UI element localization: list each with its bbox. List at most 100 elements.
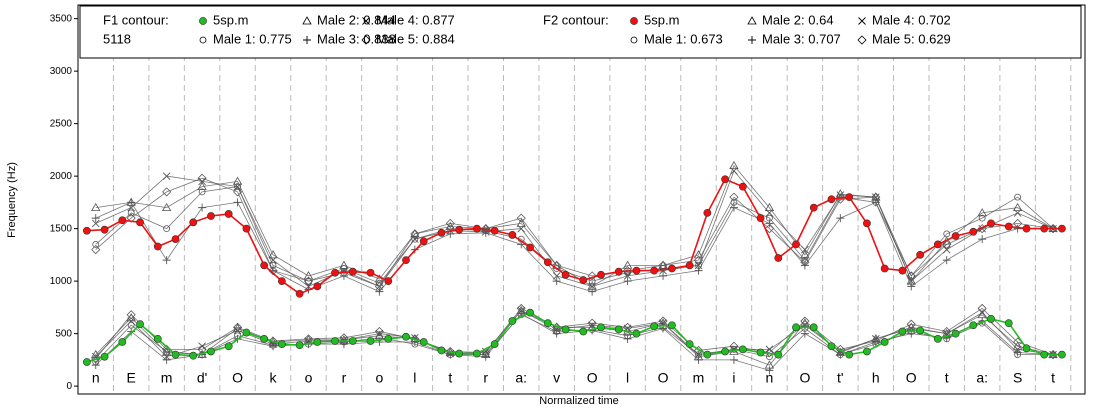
segment-label: O	[232, 370, 243, 386]
marker	[91, 202, 101, 212]
series-line	[95, 313, 1054, 371]
marker	[579, 327, 588, 336]
series-line	[95, 177, 1054, 287]
marker	[800, 257, 810, 267]
marker	[880, 338, 889, 346]
marker	[162, 172, 171, 180]
marker	[516, 303, 526, 313]
marker	[199, 17, 207, 25]
marker	[481, 347, 491, 358]
marker	[455, 349, 464, 358]
marker	[411, 235, 419, 243]
segment-label: v	[553, 370, 560, 386]
marker	[1013, 345, 1022, 354]
segment-label: k	[270, 370, 278, 386]
marker	[659, 266, 667, 275]
marker	[597, 323, 605, 332]
marker	[978, 235, 987, 244]
marker	[260, 261, 269, 270]
marker	[685, 340, 694, 349]
marker	[1004, 222, 1013, 231]
marker	[232, 187, 243, 197]
marker	[1022, 224, 1031, 233]
marker	[703, 350, 712, 359]
marker	[162, 187, 172, 197]
marker	[1013, 209, 1022, 217]
marker	[845, 350, 854, 359]
marker	[668, 264, 676, 273]
legend-label: Male 1: 0.775	[213, 31, 292, 46]
marker	[836, 214, 845, 223]
segment-label: t	[945, 370, 949, 386]
marker	[827, 342, 836, 351]
marker	[942, 239, 952, 249]
marker	[295, 341, 304, 350]
marker	[764, 202, 775, 212]
marker	[374, 326, 384, 337]
segment-label: a:	[976, 370, 988, 386]
marker	[630, 36, 638, 44]
marker	[630, 17, 638, 25]
legend-label: Male 4: 0.702	[872, 12, 951, 27]
marker	[774, 254, 783, 262]
segment-label: r	[342, 370, 347, 386]
marker	[1058, 224, 1066, 233]
marker	[1004, 319, 1013, 328]
marker	[197, 173, 207, 183]
marker	[517, 306, 526, 315]
marker	[729, 192, 739, 202]
y-tick-label: 2500	[50, 118, 73, 129]
marker	[703, 208, 712, 217]
segment-label: o	[305, 370, 313, 386]
marker	[445, 218, 455, 228]
marker	[906, 271, 916, 281]
segment-label: m	[161, 370, 173, 386]
series-line	[95, 307, 1054, 360]
marker	[587, 271, 597, 281]
marker	[277, 277, 286, 286]
marker	[693, 255, 704, 265]
marker	[472, 349, 481, 358]
marker	[693, 250, 704, 259]
marker	[277, 340, 286, 349]
marker	[260, 334, 269, 343]
marker	[92, 240, 100, 248]
marker	[189, 218, 198, 227]
marker	[82, 226, 91, 235]
marker	[348, 267, 357, 276]
y-tick-label: 2000	[50, 171, 73, 182]
legend-label: 5sp.m	[213, 12, 248, 27]
marker	[136, 218, 144, 227]
marker	[632, 329, 641, 338]
legend-title: F2 contour:	[543, 12, 609, 27]
marker	[242, 224, 251, 233]
series-line	[95, 309, 1054, 358]
marker	[82, 358, 91, 366]
marker	[163, 225, 171, 233]
marker	[969, 321, 978, 330]
marker	[445, 221, 455, 230]
marker	[161, 347, 172, 356]
marker	[730, 167, 738, 175]
marker	[933, 240, 942, 249]
marker	[361, 35, 371, 45]
marker	[623, 277, 632, 286]
marker	[362, 17, 370, 25]
marker	[579, 276, 588, 284]
marker	[721, 175, 730, 184]
marker	[153, 242, 162, 251]
marker	[171, 350, 180, 359]
marker	[858, 17, 866, 25]
marker	[978, 214, 986, 222]
marker	[1058, 350, 1066, 359]
marker	[127, 209, 135, 217]
marker	[481, 224, 491, 234]
marker	[898, 327, 907, 336]
marker	[232, 176, 243, 185]
marker	[623, 266, 633, 276]
legend-label: 5sp.m	[644, 12, 679, 27]
marker	[792, 323, 800, 332]
marker	[410, 229, 420, 239]
